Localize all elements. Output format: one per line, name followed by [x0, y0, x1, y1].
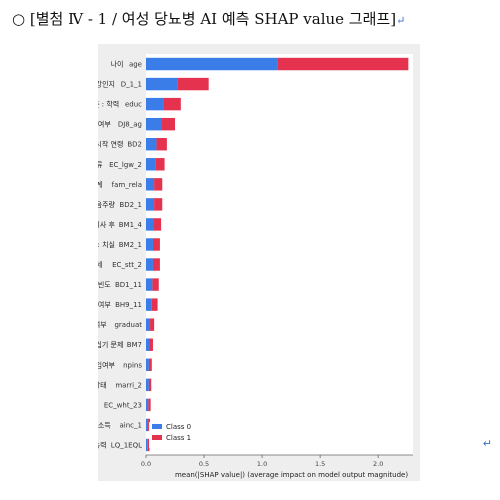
feature-name-label: 음주 시작 연령: [98, 140, 123, 149]
plot-area: [146, 54, 413, 455]
bar-class1-fam_rela: [154, 178, 163, 191]
x-axis-title: mean(|SHAP value|) (average impact on mo…: [175, 471, 408, 479]
bar-class0-LQ_1EQL: [146, 438, 148, 452]
feature-code-label: BM1_4: [119, 221, 143, 229]
feature-name-label: 주관적 건강인지: [98, 80, 115, 89]
bar-class0-BD1_11: [146, 278, 153, 291]
bar-class1-BM7: [149, 338, 153, 351]
bar-class1-BM1_4: [153, 218, 162, 231]
bar-class0-BD2: [146, 138, 157, 151]
bar-class0-age: [146, 57, 278, 71]
feature-name-label: 주당 평균 근로시간: [98, 400, 99, 409]
shap-bar-chart: age 나이 D_1_1 주관적 건강인지 educ 교육수준 : 학력 DJ8_ag 알레르…: [98, 54, 413, 479]
bar-class1-educ: [163, 97, 181, 111]
bar-class0-BD2_1: [146, 198, 155, 211]
bar-class1-EC_stt_2: [152, 258, 160, 271]
bar-class0-BM7: [146, 338, 150, 351]
legend-label-1: Class 1: [166, 434, 191, 442]
feature-name-label: 한번에 마시는 음주량: [98, 200, 116, 209]
x-tick-label: 1.0: [257, 460, 267, 468]
feature-code-label: BD2: [127, 141, 142, 149]
feature-name-label: 인플루엔자 예방접종 여부: [98, 300, 111, 309]
feature-code-label: ainc_1: [120, 421, 142, 429]
bar-class1-marri_2: [148, 378, 152, 392]
bar-class1-DJ8_ag: [161, 117, 176, 131]
x-tick-label: 0.0: [141, 460, 151, 468]
bar-class0-marri_2: [146, 378, 149, 392]
bar-class1-D_1_1: [177, 77, 209, 91]
x-tick-label: 2.0: [373, 460, 383, 468]
bar-class1-BD1_11: [152, 278, 159, 291]
legend-swatch-1: [152, 435, 162, 440]
feature-name-label: 교육수준 : 학력: [98, 100, 119, 109]
feature-code-label: BM7: [127, 341, 142, 349]
feature-name-label: 사용용품 : 치실: [98, 240, 115, 249]
feature-name-label: 최장일자리 : 표준직업분류: [98, 160, 103, 169]
feature-name-label: 교육수준 : 졸업여부: [98, 320, 107, 329]
feature-name-label: 운동능력: [98, 441, 107, 449]
feature-name-label: 1년간 음주빈도: [98, 280, 111, 289]
legend-label-0: Class 0: [166, 423, 191, 431]
bar-class1-age: [277, 57, 409, 71]
feature-code-label: BM2_1: [119, 241, 142, 249]
bar-class0-BH9_11: [146, 298, 152, 311]
feature-name-label: 알레르기비염 진단여부: [98, 120, 111, 129]
feature-name-label: 가구주와의 관계: [98, 180, 102, 189]
bar-class0-D_1_1: [146, 77, 178, 91]
bar-class0-graduat: [146, 318, 151, 331]
bar-class0-fam_rela: [146, 178, 155, 191]
bar-class0-EC_lgw_2: [146, 158, 156, 171]
feature-code-label: marri_2: [115, 381, 142, 389]
bar-class1-EC_lgw_2: [155, 158, 165, 171]
feature-code-label: fam_rela: [112, 181, 142, 189]
feature-code-label: npins: [123, 361, 142, 369]
feature-name-label: 결혼상태: [98, 380, 107, 389]
bar-class1-graduat: [150, 318, 155, 331]
feature-name-label: 칫솔질 시기 : 점심식사 후: [98, 220, 116, 229]
feature-code-label: EC_stt_2: [112, 261, 142, 269]
bar-class0-BM2_1: [146, 238, 153, 251]
bar-class0-educ: [146, 97, 164, 111]
paragraph-return-mark: ↵: [482, 437, 492, 450]
bar-class1-LQ_1EQL: [147, 438, 150, 452]
feature-name-label: 임금근로자 상세: [98, 260, 102, 269]
feature-code-label: DJ8_ag: [118, 121, 142, 129]
bar-class0-DJ8_ag: [146, 117, 162, 131]
legend-swatch-0: [152, 424, 162, 429]
x-tick-label: 0.5: [199, 460, 209, 468]
bar-class0-ainc_1: [146, 418, 149, 432]
document-title: ○ [별첨 Ⅳ - 1 / 여성 당뇨병 AI 예측 SHAP value 그래…: [12, 10, 406, 28]
bar-class1-BD2_1: [154, 198, 163, 211]
feature-code-label: BD2_1: [119, 201, 142, 209]
feature-code-label: graduat: [114, 321, 142, 329]
x-tick-label: 1.5: [315, 460, 325, 468]
bar-class1-BH9_11: [151, 298, 158, 311]
return-mark: ↵: [396, 14, 406, 27]
feature-name-label: (성인) 씹기 문제: [98, 340, 123, 349]
bar-class1-EC_wht_23: [148, 398, 151, 412]
bar-class0-EC_wht_23: [146, 398, 149, 412]
feature-code-label: D_1_1: [121, 81, 142, 89]
bar-class1-BM2_1: [152, 238, 160, 251]
feature-code-label: age: [129, 61, 142, 69]
bar-class0-npins: [146, 358, 149, 371]
shap-chart-frame: age 나이 D_1_1 주관적 건강인지 educ 교육수준 : 학력 DJ8_ag 알레르…: [98, 44, 420, 481]
bar-class1-npins: [148, 358, 152, 371]
bar-class0-EC_stt_2: [146, 258, 153, 271]
feature-code-label: BD1_11: [115, 281, 142, 289]
feature-code-label: educ: [125, 101, 142, 109]
bar-class1-BD2: [156, 138, 167, 151]
feature-code-label: EC_wht_23: [104, 401, 142, 409]
feature-code-label: LQ_1EQL: [111, 441, 142, 449]
feature-code-label: EC_lgw_2: [109, 161, 142, 169]
feature-name-label: 가구총소득: [98, 420, 111, 429]
feature-name-label: 민간의료보험 가입여부: [98, 360, 116, 369]
feature-name-label: 나이: [111, 60, 124, 69]
bar-class0-BM1_4: [146, 218, 154, 231]
feature-code-label: BH9_11: [115, 301, 142, 309]
